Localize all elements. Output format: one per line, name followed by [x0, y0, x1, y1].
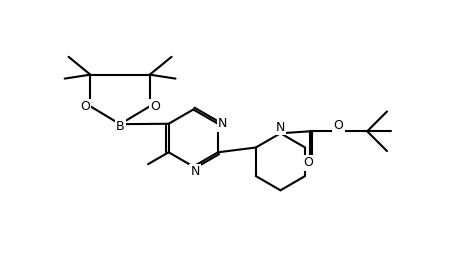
- Text: O: O: [80, 100, 90, 113]
- Text: N: N: [276, 121, 285, 134]
- Text: O: O: [150, 100, 160, 113]
- Text: N: N: [218, 117, 227, 130]
- Text: O: O: [303, 157, 313, 169]
- Text: O: O: [334, 119, 344, 132]
- Text: B: B: [116, 120, 124, 133]
- Text: N: N: [191, 165, 200, 178]
